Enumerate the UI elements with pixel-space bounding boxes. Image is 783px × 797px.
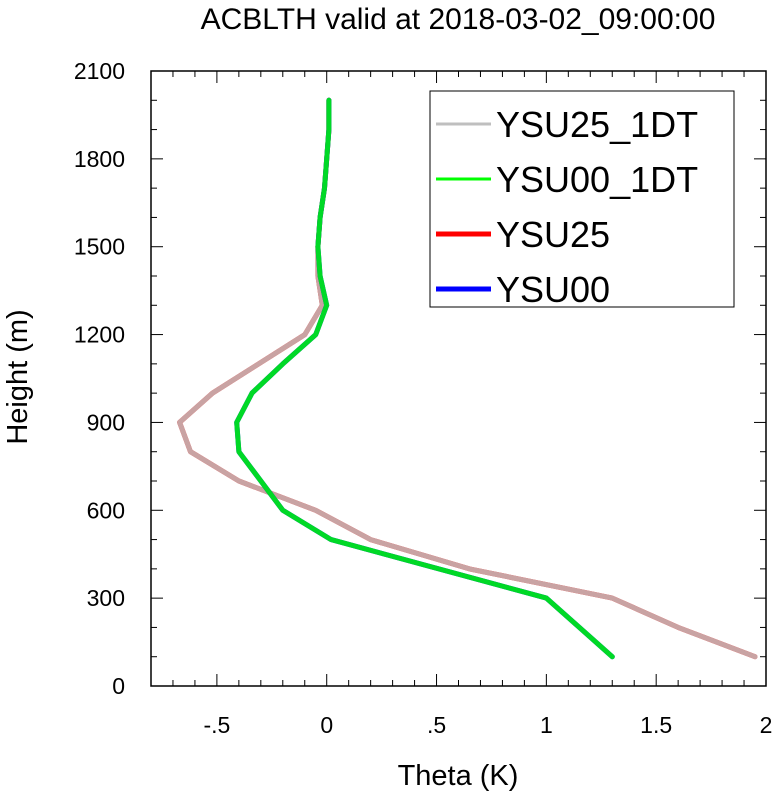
- x-axis-label: Theta (K): [398, 760, 519, 792]
- y-tick-label: 900: [87, 409, 125, 435]
- chart-title: ACBLTH valid at 2018-03-02_09:00:00: [201, 3, 716, 36]
- legend-entry: YSU00: [436, 269, 610, 310]
- legend-entry: YSU00_1DT: [436, 159, 698, 200]
- x-tick-label: .5: [427, 712, 446, 738]
- y-axis: 0 300 600 900 1200 1500 1800 2100: [74, 58, 766, 699]
- y-tick-label: 1800: [74, 146, 125, 172]
- y-axis-label: Height (m): [2, 309, 34, 444]
- series-layer: [177, 97, 758, 660]
- legend-label: YSU25: [496, 214, 610, 255]
- legend-label: YSU00: [496, 269, 610, 310]
- x-axis: -.5 0 .5 1 1.5 2: [150, 71, 773, 738]
- x-tick-label: -.5: [203, 712, 230, 738]
- x-tick-label: 1.5: [640, 712, 672, 738]
- y-tick-label: 600: [87, 497, 125, 523]
- legend-label: YSU25_1DT: [496, 104, 698, 145]
- series-line: [234, 97, 615, 660]
- series-ysu00-1dt: [234, 97, 615, 660]
- x-tick-label: 1: [540, 712, 553, 738]
- y-tick-label: 1200: [74, 322, 125, 348]
- y-tick-label: 2100: [74, 58, 125, 84]
- legend-entry: YSU25_1DT: [436, 104, 698, 145]
- legend: YSU25_1DT YSU00_1DT YSU25 YSU00: [429, 90, 735, 310]
- legend-box: [429, 90, 735, 308]
- y-tick-label: 0: [112, 673, 125, 699]
- x-tick-label: 2: [760, 712, 773, 738]
- y-tick-label: 300: [87, 585, 125, 611]
- legend-label: YSU00_1DT: [496, 159, 698, 200]
- y-tick-label: 1500: [74, 234, 125, 260]
- legend-entry: YSU25: [436, 214, 610, 255]
- x-tick-label: 0: [320, 712, 333, 738]
